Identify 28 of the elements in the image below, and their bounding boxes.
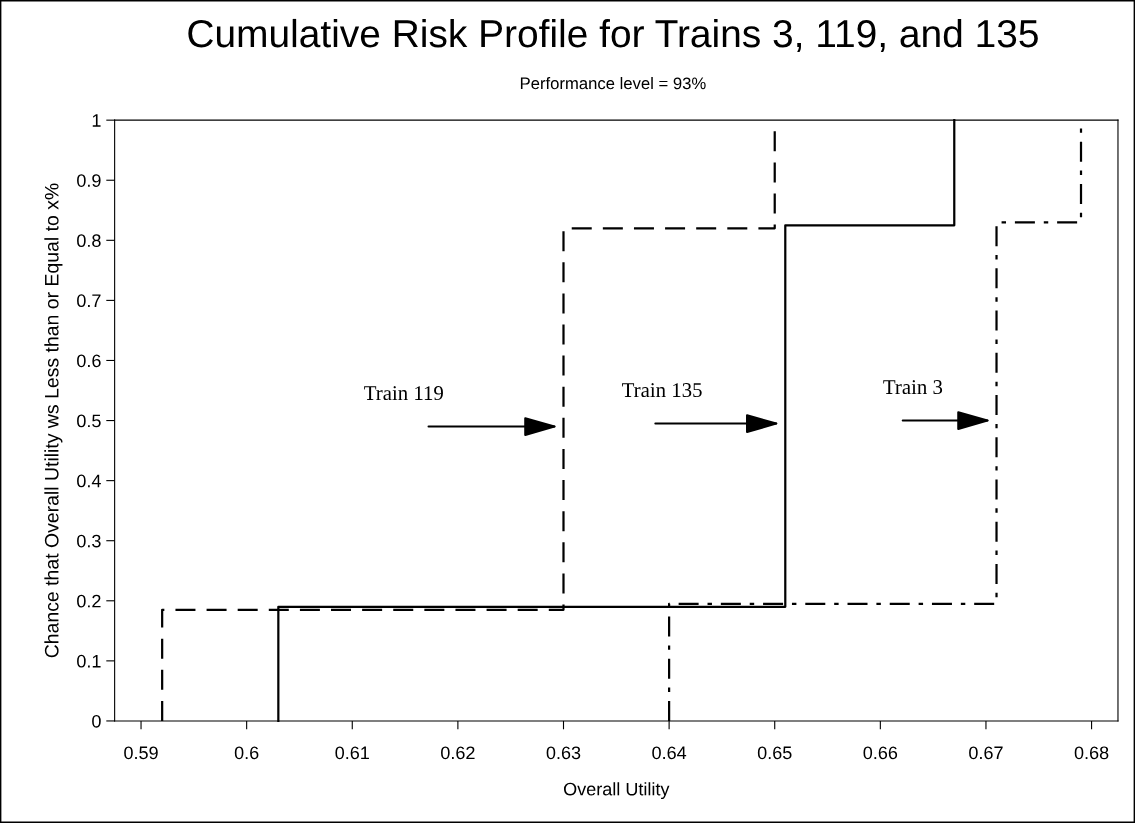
chart-title: Cumulative Risk Profile for Trains 3, 119, and 135 <box>188 18 1038 53</box>
x-tick-label: 0.63 <box>546 746 581 760</box>
y-tick-label: 1 <box>92 114 101 127</box>
x-tick-label: 0.66 <box>863 746 898 760</box>
y-tick-label: 0.9 <box>77 174 101 187</box>
x-tick-label: 0.67 <box>969 746 1003 760</box>
chart-subtitle: Performance level = 93% <box>520 77 706 90</box>
y-tick-label: 0.5 <box>77 414 101 428</box>
x-tick-label: 0.6 <box>234 746 259 760</box>
x-tick-label: 0.61 <box>335 746 369 760</box>
y-tick-label: 0.6 <box>77 354 101 368</box>
annotation: Train 135 <box>622 383 702 398</box>
annotation: Train 3 <box>883 380 943 395</box>
x-axis-title: Overall Utility <box>563 782 670 800</box>
x-tick-label: 0.64 <box>652 746 687 760</box>
y-tick-label: 0.8 <box>77 234 101 248</box>
x-tick-label: 0.59 <box>124 746 158 760</box>
y-tick-label: 0.4 <box>77 474 101 488</box>
x-tick-label: 0.65 <box>757 746 792 760</box>
y-tick-label: 0.7 <box>77 294 101 308</box>
x-tick-label: 0.62 <box>441 746 475 760</box>
y-tick-label: 0.1 <box>77 654 101 668</box>
annotation: Train 119 <box>364 386 443 401</box>
y-tick-label: 0.2 <box>77 594 101 608</box>
y-tick-label: 0.3 <box>77 534 101 548</box>
y-axis-title: Chance that Overall Utility ws Less than or Equal to x% <box>44 183 63 658</box>
x-tick-label: 0.68 <box>1074 746 1109 760</box>
y-tick-label: 0 <box>92 714 101 728</box>
